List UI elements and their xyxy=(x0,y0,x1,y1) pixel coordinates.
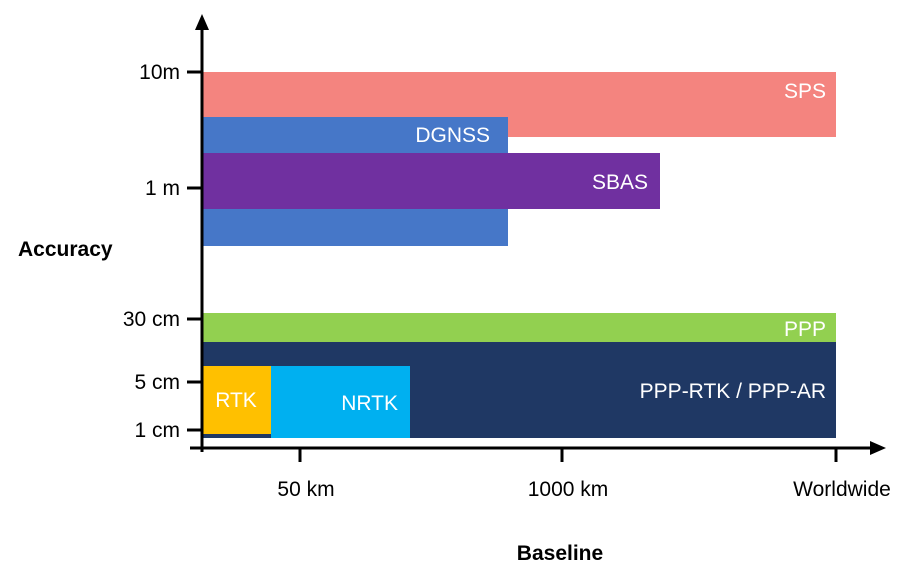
x-tick-label: Worldwide xyxy=(793,478,891,501)
y-axis-label: Accuracy xyxy=(18,238,113,261)
bar-nrtk xyxy=(271,366,410,438)
y-tick-label: 30 cm xyxy=(123,308,180,331)
x-axis-label: Baseline xyxy=(517,542,603,565)
bar-dgnss-lower xyxy=(202,209,508,246)
y-tick-label: 1 m xyxy=(145,177,180,200)
bar-label-dgnss: DGNSS xyxy=(415,124,490,147)
x-tick-label: 50 km xyxy=(277,478,334,501)
x-ticks-group: 50 km 1000 km Worldwide xyxy=(277,448,891,501)
x-tick-label: 1000 km xyxy=(528,478,609,501)
bar-labels-group: SPS DGNSS SBAS PPP PPP-RTK / PPP-AR RTK NRTK xyxy=(215,80,826,415)
bar-label-sbas: SBAS xyxy=(592,171,648,194)
bars-group xyxy=(202,72,836,438)
bar-label-ppp-rtk-ppp-ar: PPP-RTK / PPP-AR xyxy=(640,380,826,403)
bar-label-sps: SPS xyxy=(784,80,826,103)
x-axis-arrow xyxy=(870,441,886,455)
bar-label-rtk: RTK xyxy=(215,389,257,412)
bar-ppp xyxy=(202,313,836,342)
bar-rtk xyxy=(202,366,271,434)
bar-label-ppp: PPP xyxy=(784,318,826,341)
bar-dgnss xyxy=(202,117,508,154)
y-tick-label: 1 cm xyxy=(134,419,180,442)
bar-label-nrtk: NRTK xyxy=(341,392,398,415)
y-tick-label: 5 cm xyxy=(134,371,180,394)
y-tick-label: 10m xyxy=(139,61,180,84)
y-ticks-group: 10m 1 m 30 cm 5 cm 1 cm xyxy=(123,61,202,442)
y-axis-arrow xyxy=(195,14,209,30)
bar-sbas xyxy=(202,153,660,209)
